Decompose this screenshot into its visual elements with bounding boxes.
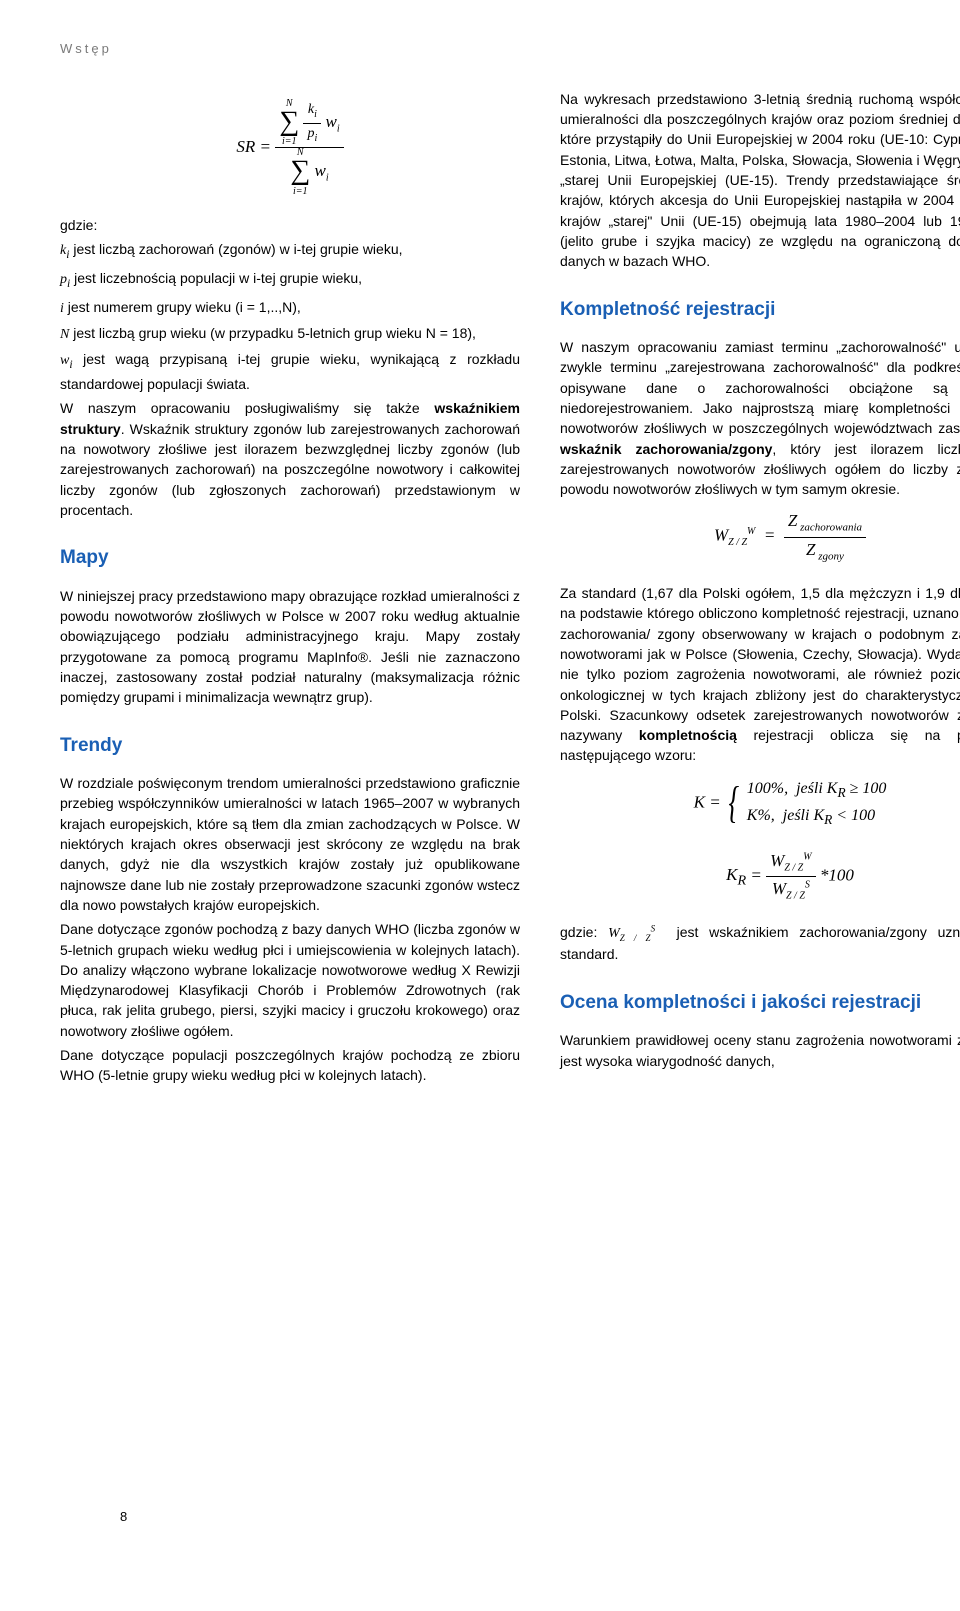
left-column: SR = N ∑ i=1 ki pi wi N ∑ [60, 89, 520, 1090]
trendy-paragraph-2: Dane dotyczące zgonów pochodzą z bazy da… [60, 919, 520, 1041]
ocena-paragraph: Warunkiem prawidłowej oceny stanu zagroż… [560, 1030, 960, 1071]
definition-gdzie: gdzie: [60, 215, 520, 235]
wzz-formula: WZ / ZW = Z zachorowania Z zgony [560, 509, 960, 565]
definition-n: N jest liczbą grup wieku (w przypadku 5-… [60, 323, 520, 345]
kompletnosc-paragraph-1: W naszym opracowaniu zamiast terminu „za… [560, 337, 960, 499]
kr-formula: KR = WZ / ZW WZ / ZS *100 [560, 849, 960, 904]
page-header: Wstęp [60, 40, 960, 59]
sr-formula: SR = N ∑ i=1 ki pi wi N ∑ [60, 99, 520, 197]
definition-pi: pi jest liczebnością populacji w i-tej g… [60, 268, 520, 293]
right-paragraph-1: Na wykresach przedstawiono 3-letnią śred… [560, 89, 960, 272]
mapy-paragraph: W niniejszej pracy przedstawiono mapy ob… [60, 586, 520, 708]
trendy-paragraph-3: Dane dotyczące populacji poszczególnych … [60, 1045, 520, 1086]
right-column: Na wykresach przedstawiono 3-letnią śred… [560, 89, 960, 1090]
heading-kompletnosc: Kompletność rejestracji [560, 296, 960, 324]
trendy-paragraph-1: W rozdziale poświęconym trendom umieraln… [60, 773, 520, 915]
definition-wi: wi jest wagą przypisaną i-tej grupie wie… [60, 349, 520, 394]
kr-definition: gdzie: WZ / ZS jest wskaźnikiem zachorow… [560, 922, 960, 965]
heading-mapy: Mapy [60, 544, 520, 572]
kompletnosc-paragraph-2: Za standard (1,67 dla Polski ogółem, 1,5… [560, 583, 960, 766]
k-piecewise-formula: K = { 100%, jeśli KR ≥ 100 K%, jeśli KR … [560, 776, 960, 831]
definition-i: i jest numerem grupy wieku (i = 1,..,N), [60, 297, 520, 319]
heading-trendy: Trendy [60, 732, 520, 760]
heading-ocena: Ocena kompletności i jakości rejestracji [560, 989, 960, 1017]
definition-ki: ki jest liczbą zachorowań (zgonów) w i-t… [60, 239, 520, 264]
two-column-layout: SR = N ∑ i=1 ki pi wi N ∑ [60, 89, 960, 1090]
struktura-paragraph: W naszym opracowaniu posługiwaliśmy się … [60, 398, 520, 520]
